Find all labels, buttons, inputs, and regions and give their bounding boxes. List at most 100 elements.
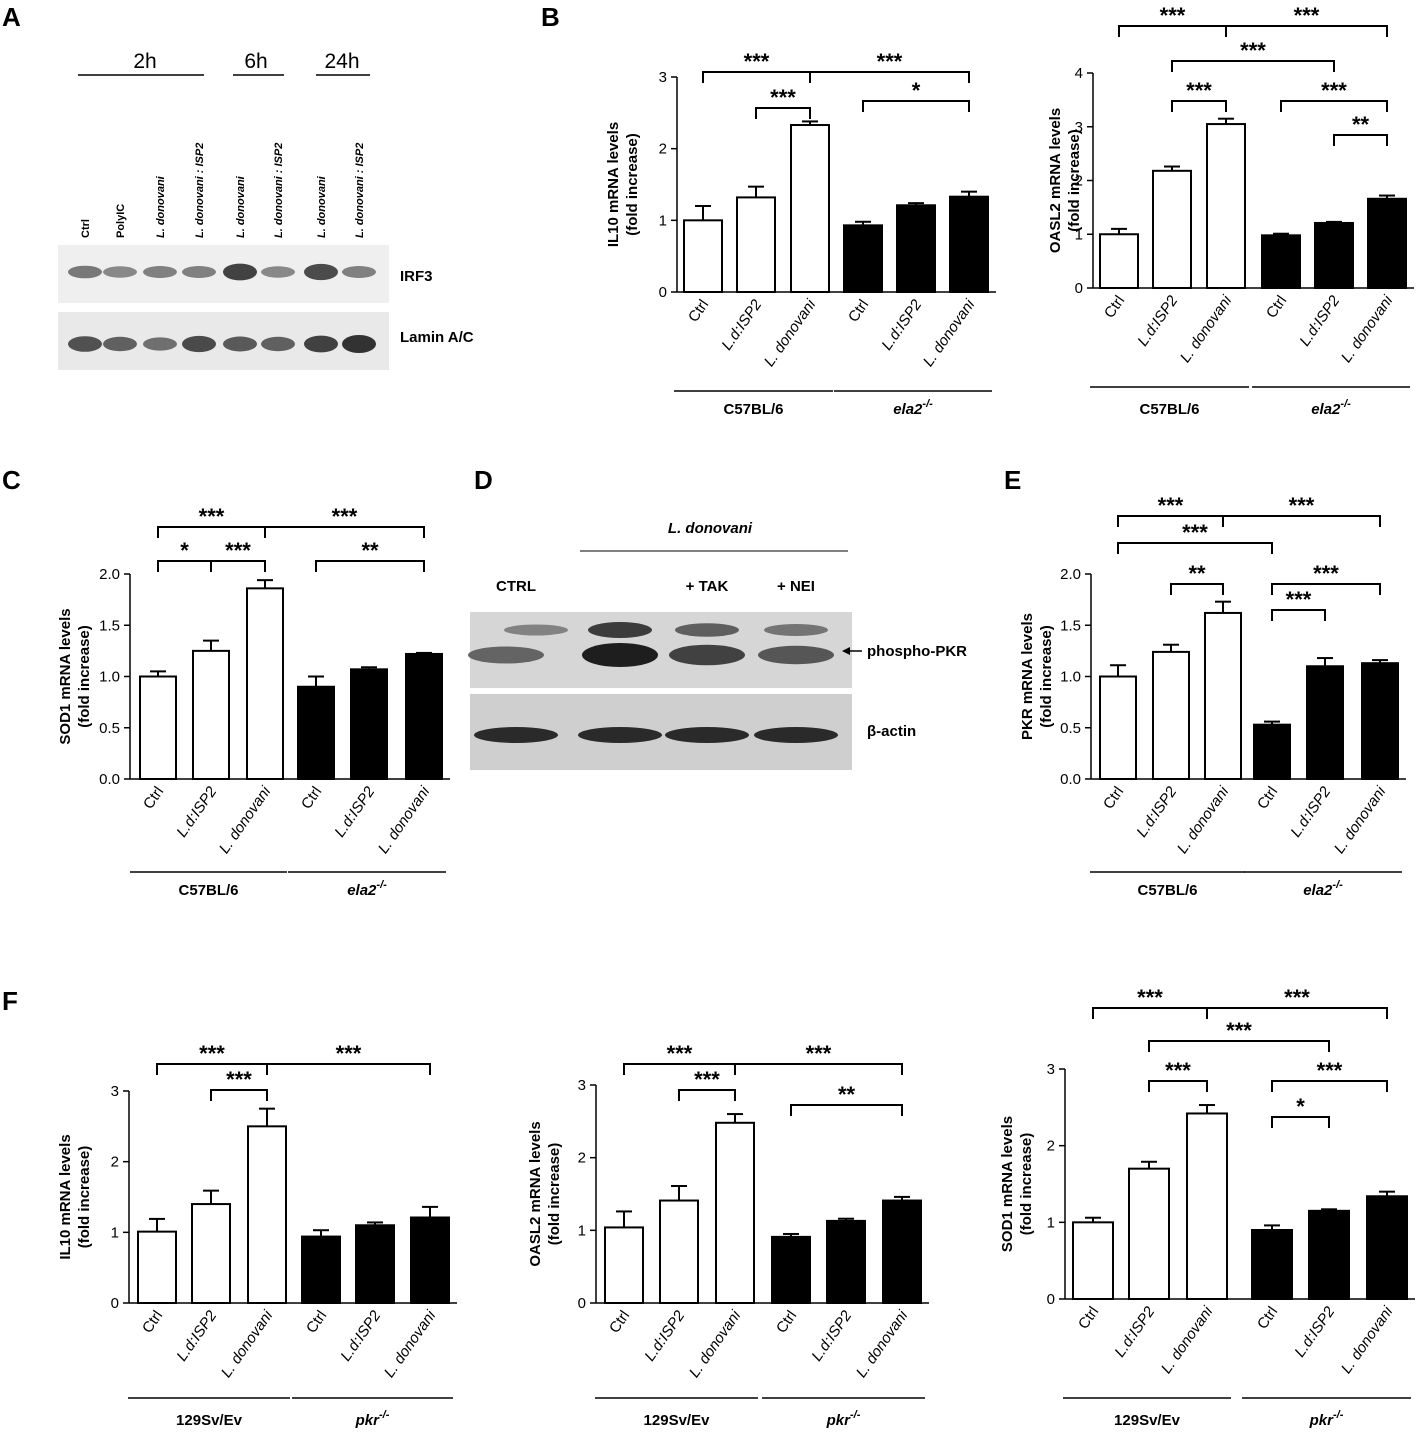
panel-label-f: F: [2, 986, 18, 1016]
chart-b2-xtick-label-3: Ctrl: [1263, 293, 1290, 322]
chart-f1-sig-bracket-2: [210, 1089, 268, 1101]
chart-f3-sig-label-1: ***: [1284, 985, 1310, 1010]
chart-f3-ytick-label: 1: [1047, 1214, 1055, 1231]
chart-e-bar-5: [1361, 662, 1399, 780]
chart-f2-xtick-label-5: L. donovani: [853, 1307, 912, 1381]
blot-a: 2h 6h 24h IRF3 Lamin A/C Ctrl PolyIC L. do…: [58, 50, 474, 370]
chart-b1-xtick-label-0: Ctrl: [685, 297, 712, 326]
chart-c-xtick-label-0: Ctrl: [140, 784, 167, 813]
chart-e-sig-bracket-1: [1222, 515, 1381, 527]
blot-a-row-label-irf3: IRF3: [400, 268, 433, 285]
blot-d-row-label-pkr: phospho-PKR: [867, 643, 967, 660]
chart-f2-xtick-label-2: L. donovani: [686, 1307, 745, 1381]
chart-b2-xtick-label-0: Ctrl: [1101, 293, 1128, 322]
chart-c-ytick-label: 1.0: [99, 669, 120, 686]
chart-c-xtick-label-1: L.d:ISP2: [173, 783, 220, 840]
band-phospho-pkr-lower-2: [669, 644, 745, 666]
band-phospho-pkr-lower-0: [468, 646, 544, 664]
chart-b2-xtick-label-1: L.d:ISP2: [1134, 292, 1181, 349]
lane-label-l-donovani-isp2-3: L. donovani : ISP2: [194, 143, 206, 238]
band-irf3-6: [304, 263, 338, 281]
chart-e-sig-bracket-4: [1271, 583, 1381, 595]
chart-f2-bar-5: [882, 1199, 922, 1305]
chart-f2-ytick-label: 1: [578, 1222, 586, 1239]
chart-f1-sig-label-1: ***: [336, 1041, 362, 1066]
chart-e-sig-label-3: **: [1188, 561, 1206, 586]
chart-b2-sig-bracket-2: [1171, 60, 1335, 72]
chart-e-xtick-label-5: L. donovani: [1331, 783, 1390, 857]
chart-f2-bar-4: [826, 1219, 866, 1305]
chart-b2-bar-1: [1152, 169, 1192, 289]
chart-f3-sig-label-5: *: [1296, 1094, 1305, 1119]
chart-f2-group-label-1: pkr-/-: [826, 1409, 861, 1429]
chart-b1-bar-2: [790, 124, 830, 294]
chart-f2-xtick-label-1: L.d:ISP2: [641, 1307, 688, 1364]
chart-f2-sig-label-2: ***: [694, 1067, 720, 1092]
chart-e-sig-label-1: ***: [1289, 493, 1315, 518]
band-phospho-pkr-upper-3: [764, 624, 828, 636]
chart-b1-xtick-label-3: Ctrl: [845, 297, 872, 326]
chart-b1-ytick-label: 3: [659, 69, 667, 86]
panel-label-a: A: [2, 2, 21, 32]
chart-c-ytick-label: 0.0: [99, 771, 120, 788]
chart-e-sig-bracket-2: [1117, 542, 1273, 554]
band-lamin-a-c-5: [261, 336, 295, 352]
chart-f3-group-label-0: 129Sv/Ev: [1114, 1412, 1181, 1429]
chart-f1-xtick-label-2: L. donovani: [218, 1307, 277, 1381]
chart-b1-bar-5: [949, 195, 989, 293]
chart-f2-bar-1: [659, 1199, 699, 1305]
chart-b2-group-label-0: C57BL/6: [1139, 401, 1199, 418]
chart-e-ytick-label: 2.0: [1060, 566, 1081, 583]
chart-f2-ytick-label: 3: [578, 1077, 586, 1094]
chart-f3-sig-bracket-4: [1271, 1080, 1388, 1092]
band-beta-actin-2: [665, 727, 749, 743]
chart-f3-group-label-1: pkr-/-: [1309, 1409, 1344, 1429]
chart-e-bar-1: [1152, 650, 1190, 781]
chart-f1-ytick-label: 2: [111, 1154, 119, 1171]
chart-b2-ytick-label: 1: [1075, 226, 1083, 243]
chart-b2-y-label: OASL2 mRNA levels (fold increase): [1047, 108, 1083, 253]
chart-e-xtick-label-1: L.d:ISP2: [1133, 783, 1180, 840]
chart-e-bar-3: [1253, 723, 1291, 780]
chart-f1-xtick-label-3: Ctrl: [303, 1308, 330, 1337]
chart-e-sig-bracket-3: [1170, 583, 1224, 595]
chart-b1-bar-0: [683, 219, 723, 293]
chart-b2-xtick-label-5: L. donovani: [1338, 292, 1397, 366]
chart-b1-ytick-label: 1: [659, 212, 667, 229]
chart-b2-bar-3: [1261, 234, 1301, 289]
chart-b2-sig-label-0: ***: [1160, 3, 1186, 28]
chart-f3-sig-label-0: ***: [1137, 985, 1163, 1010]
chart-c-bar-5: [405, 652, 443, 781]
chart-e-sig-label-2: ***: [1182, 520, 1208, 545]
chart-c-bar-4: [350, 668, 388, 781]
chart-e-xtick-label-2: L. donovani: [1174, 783, 1233, 857]
chart-f2-bar-3: [771, 1235, 811, 1304]
chart-f1-xtick-label-5: L. donovani: [381, 1307, 440, 1381]
blot-d-row-label-actin: β-actin: [867, 723, 916, 740]
band-lamin-a-c-7: [342, 335, 376, 353]
chart-f3-xtick-label-3: Ctrl: [1254, 1304, 1281, 1333]
band-beta-actin-0: [474, 727, 558, 743]
time-label-2h: 2h: [133, 50, 156, 73]
chart-e-bar-0: [1099, 675, 1137, 780]
lane-label-polyic-1: PolyIC: [115, 204, 127, 238]
chart-f2-ytick-label: 2: [578, 1150, 586, 1167]
chart-b1-group-label-0: C57BL/6: [723, 401, 783, 418]
chart-b1-sig-label-2: ***: [877, 49, 903, 74]
band-irf3-0: [68, 265, 102, 279]
chart-f1: 0 1 2 3 IL10 mRNA levels (fold increase) Ctrl L…: [57, 1041, 457, 1429]
chart-b2-bar-2: [1206, 123, 1246, 289]
chart-c-bar-2: [246, 587, 284, 780]
blot-a-row-label-lamin: Lamin A/C: [400, 329, 474, 346]
chart-f1-bar-3: [301, 1235, 341, 1305]
chart-c-sig-bracket-3: [210, 560, 266, 572]
chart-b1-sig-bracket-2: [809, 71, 970, 83]
chart-f3-xtick-label-0: Ctrl: [1075, 1304, 1102, 1333]
chart-f3-sig-label-2: ***: [1226, 1018, 1252, 1043]
chart-c-sig-bracket-1: [264, 526, 425, 538]
chart-f3-sig-bracket-1: [1206, 1007, 1388, 1019]
blot-d-arrow-head: [842, 647, 850, 655]
chart-f3-sig-bracket-3: [1148, 1080, 1208, 1092]
chart-e-group-label-1: ela2-/-: [1303, 879, 1343, 899]
